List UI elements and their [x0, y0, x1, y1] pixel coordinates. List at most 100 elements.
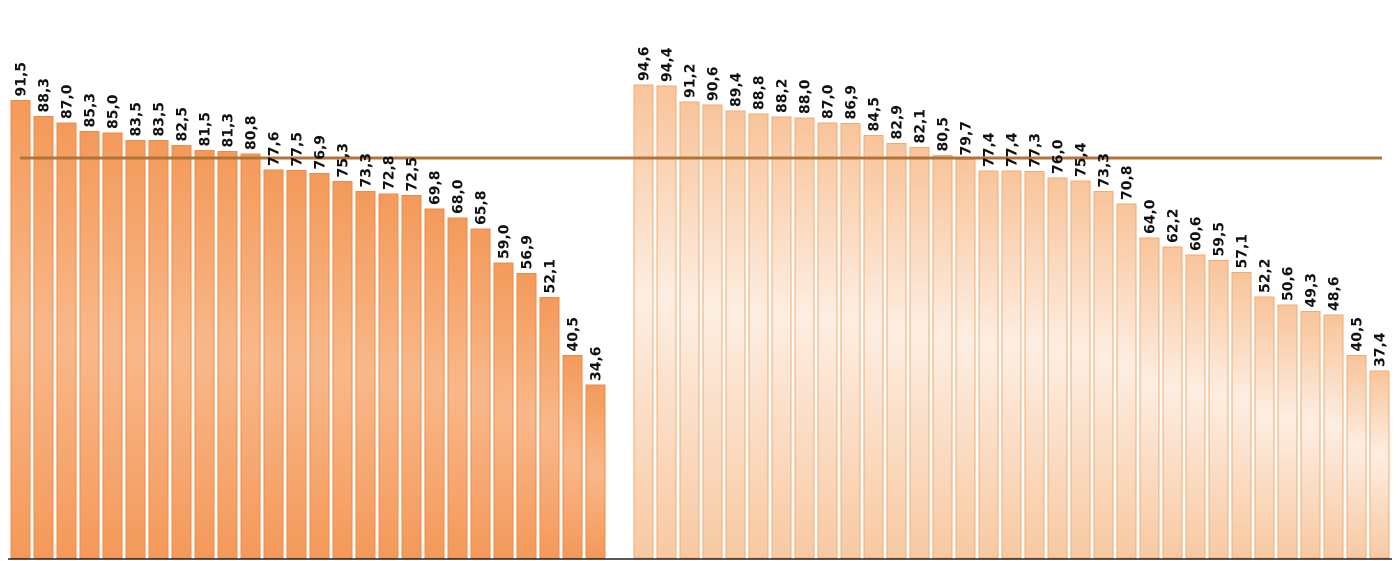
bar-b-13: [909, 147, 930, 559]
bar-b-27: [1231, 272, 1252, 559]
bar-a-5: [102, 132, 123, 559]
value-label-a-6: 83,5: [129, 102, 145, 137]
value-label-a-1: 91,5: [14, 62, 30, 97]
value-label-b-13: 82,1: [913, 109, 929, 144]
bar-a-2: [33, 116, 54, 559]
bar-b-4: [702, 104, 723, 559]
bar-a-16: [355, 191, 376, 559]
value-label-b-31: 48,6: [1327, 276, 1343, 311]
value-label-b-21: 73,3: [1097, 153, 1113, 188]
bar-b-33: [1369, 370, 1390, 559]
bar-a-22: [493, 262, 514, 559]
value-label-a-4: 85,3: [83, 93, 99, 128]
value-label-b-10: 86,9: [844, 85, 860, 120]
value-label-b-5: 89,4: [729, 72, 745, 107]
bar-b-1: [633, 84, 654, 559]
bar-a-19: [424, 208, 445, 559]
bar-a-13: [286, 170, 307, 559]
bar-b-29: [1277, 304, 1298, 559]
value-label-a-3: 87,0: [60, 84, 76, 119]
bar-b-25: [1185, 254, 1206, 559]
value-label-a-23: 56,9: [520, 235, 536, 270]
value-label-a-18: 72,5: [405, 157, 421, 192]
value-label-a-24: 52,1: [543, 259, 559, 294]
value-label-a-2: 88,3: [37, 78, 53, 113]
value-label-a-10: 81,3: [221, 113, 237, 148]
value-label-a-22: 59,0: [497, 224, 513, 259]
bar-b-26: [1208, 260, 1229, 559]
bar-a-8: [171, 145, 192, 559]
value-labels: 91,5 88,3 87,0 85,3 85,0 83,5 83,5 82,5 81,5 81,3…: [14, 46, 1389, 381]
bar-b-21: [1093, 191, 1114, 559]
value-label-a-7: 83,5: [152, 102, 168, 137]
value-label-b-3: 91,2: [683, 63, 699, 98]
bar-b-30: [1300, 311, 1321, 559]
value-label-b-29: 50,6: [1281, 266, 1297, 301]
bar-b-15: [955, 159, 976, 559]
bar-a-11: [240, 153, 261, 559]
bar-a-9: [194, 150, 215, 559]
bar-a-14: [309, 173, 330, 559]
value-label-b-12: 82,9: [890, 105, 906, 140]
value-label-b-24: 62,2: [1166, 208, 1182, 243]
value-label-a-25: 40,5: [566, 317, 582, 352]
bar-b-2: [656, 85, 677, 559]
value-label-b-25: 60,6: [1189, 216, 1205, 251]
value-label-a-21: 65,8: [474, 190, 490, 225]
bar-a-4: [79, 131, 100, 559]
bar-a-25: [562, 355, 583, 559]
value-label-a-17: 72,8: [382, 155, 398, 190]
bar-a-3: [56, 122, 77, 559]
bar-a-1: [10, 100, 31, 559]
value-label-a-8: 82,5: [175, 107, 191, 142]
bar-b-23: [1139, 237, 1160, 559]
bar-b-7: [771, 116, 792, 559]
bar-b-9: [817, 122, 838, 559]
value-label-b-22: 70,8: [1120, 165, 1136, 200]
value-label-b-1: 94,6: [637, 46, 653, 81]
value-label-b-17: 77,4: [1005, 132, 1021, 167]
value-label-b-27: 57,1: [1235, 234, 1251, 269]
value-label-a-26: 34,6: [589, 346, 605, 381]
bar-b-31: [1323, 314, 1344, 559]
bar-b-18: [1024, 171, 1045, 559]
value-label-b-4: 90,6: [706, 66, 722, 101]
value-label-a-5: 85,0: [106, 94, 122, 129]
bar-b-24: [1162, 246, 1183, 559]
bar-b-16: [978, 170, 999, 559]
bar-b-19: [1047, 177, 1068, 559]
bar-b-5: [725, 110, 746, 559]
series-a-bars: [10, 100, 606, 559]
value-label-a-15: 75,3: [336, 143, 352, 178]
bar-a-10: [217, 151, 238, 559]
value-label-b-19: 76,0: [1051, 139, 1067, 174]
value-label-b-14: 80,5: [936, 117, 952, 152]
value-label-a-11: 80,8: [244, 115, 260, 150]
value-label-b-20: 75,4: [1074, 142, 1090, 177]
value-label-b-8: 88,0: [798, 79, 814, 114]
value-label-b-9: 87,0: [821, 84, 837, 119]
bar-b-12: [886, 143, 907, 559]
value-label-b-11: 84,5: [867, 97, 883, 132]
value-label-b-7: 88,2: [775, 78, 791, 113]
value-label-a-13: 77,5: [290, 132, 306, 167]
bar-b-6: [748, 113, 769, 559]
bar-a-24: [539, 297, 560, 559]
value-label-b-6: 88,8: [752, 75, 768, 110]
value-label-b-16: 77,4: [982, 132, 998, 167]
bar-a-6: [125, 140, 146, 559]
bar-a-23: [516, 273, 537, 559]
value-label-a-9: 81,5: [198, 112, 214, 147]
value-label-a-19: 69,8: [428, 170, 444, 205]
value-label-b-30: 49,3: [1304, 273, 1320, 308]
bar-b-10: [840, 123, 861, 559]
bar-a-18: [401, 195, 422, 559]
bar-b-8: [794, 117, 815, 559]
bar-a-20: [447, 217, 468, 559]
value-label-a-14: 76,9: [313, 135, 329, 170]
bar-a-7: [148, 140, 169, 559]
value-label-b-2: 94,4: [660, 47, 676, 82]
bar-b-14: [932, 155, 953, 559]
bar-b-17: [1001, 170, 1022, 559]
